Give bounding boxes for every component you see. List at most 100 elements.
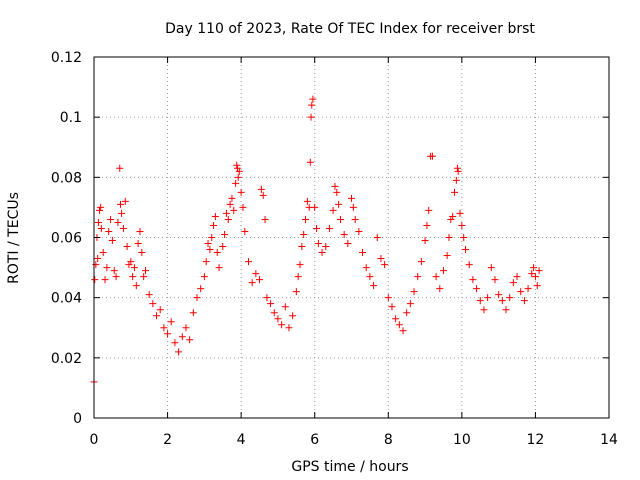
data-point — [94, 218, 102, 226]
data-point — [306, 158, 314, 166]
data-point — [149, 300, 157, 308]
data-point — [234, 173, 242, 181]
x-tick-label: 10 — [453, 432, 471, 448]
data-point — [235, 167, 243, 175]
data-point — [502, 306, 510, 314]
data-point — [344, 240, 352, 248]
data-point — [132, 282, 140, 290]
data-point — [473, 285, 481, 293]
data-point — [335, 200, 343, 208]
data-point — [164, 330, 172, 338]
data-point — [233, 161, 241, 169]
data-point — [224, 215, 232, 223]
data-point — [99, 249, 107, 257]
chart-title: Day 110 of 2023, Rate Of TEC Index for r… — [165, 21, 535, 37]
x-tick-label: 0 — [90, 432, 99, 448]
y-tick-label: 0.02 — [51, 351, 82, 367]
data-point — [421, 237, 429, 245]
data-point — [300, 230, 308, 238]
data-point — [443, 252, 451, 260]
data-point — [175, 348, 183, 356]
data-point — [281, 303, 289, 311]
data-point — [226, 200, 234, 208]
data-point — [101, 276, 109, 284]
data-point — [298, 243, 306, 251]
data-point — [314, 240, 322, 248]
plot-frame — [93, 56, 610, 419]
data-point — [129, 273, 137, 281]
data-point — [215, 264, 223, 272]
y-tick-label: 0.1 — [60, 110, 82, 126]
data-point — [245, 258, 252, 266]
data-point — [480, 306, 488, 314]
data-point — [270, 309, 278, 317]
data-point — [311, 203, 319, 211]
data-point — [193, 294, 201, 302]
data-point — [403, 309, 411, 317]
data-point — [202, 258, 210, 266]
data-point — [530, 264, 538, 272]
data-point — [366, 273, 374, 281]
data-point — [395, 321, 403, 329]
data-point — [303, 197, 311, 205]
data-point — [498, 297, 506, 305]
data-point — [449, 212, 457, 220]
data-point — [469, 276, 477, 284]
x-tick-label: 14 — [600, 432, 618, 448]
data-point — [232, 179, 240, 187]
data-point — [417, 258, 425, 266]
data-point — [171, 339, 179, 347]
data-point — [178, 333, 186, 341]
data-point — [428, 152, 436, 160]
data-point — [329, 206, 337, 214]
x-tick-label: 2 — [163, 432, 172, 448]
data-point — [351, 215, 359, 223]
tick-labels: 0 2 4 6 8 10 12 14 0 0.02 0.04 0.06 0.08 0.1 0.12 — [51, 50, 618, 448]
data-point — [381, 261, 389, 269]
data-point — [221, 230, 229, 238]
data-point — [114, 218, 122, 226]
x-tick-label: 8 — [384, 432, 393, 448]
data-point — [509, 279, 517, 287]
x-tick-label: 4 — [237, 432, 246, 448]
data-point — [309, 95, 317, 103]
x-tick-label: 6 — [310, 432, 319, 448]
data-point — [142, 267, 149, 275]
data-point — [384, 294, 392, 302]
data-point — [118, 209, 126, 217]
data-point — [333, 188, 341, 196]
data-point — [206, 246, 214, 254]
data-point — [219, 243, 227, 251]
data-point — [140, 273, 148, 281]
data-point — [228, 194, 236, 202]
y-tick-label: 0 — [73, 411, 82, 427]
data-point — [248, 279, 256, 287]
data-point — [414, 273, 422, 281]
data-points — [90, 95, 543, 386]
data-point — [308, 101, 316, 109]
data-point — [241, 227, 249, 235]
data-point — [189, 309, 197, 317]
data-point — [208, 234, 216, 241]
data-point — [121, 197, 129, 205]
data-point — [127, 258, 135, 266]
data-point — [125, 261, 133, 269]
data-point — [278, 321, 286, 329]
data-point — [331, 182, 339, 190]
data-point — [484, 294, 492, 302]
data-point — [256, 276, 264, 284]
data-point — [97, 203, 105, 211]
data-point — [348, 194, 355, 202]
data-point — [349, 203, 357, 211]
data-point — [535, 267, 543, 275]
data-point — [211, 212, 219, 220]
data-point — [136, 227, 144, 235]
data-point — [110, 267, 118, 275]
data-point — [454, 167, 462, 175]
data-point — [524, 285, 532, 293]
data-point — [186, 336, 194, 344]
data-point — [506, 294, 514, 302]
data-point — [452, 176, 460, 184]
data-point — [182, 324, 190, 332]
